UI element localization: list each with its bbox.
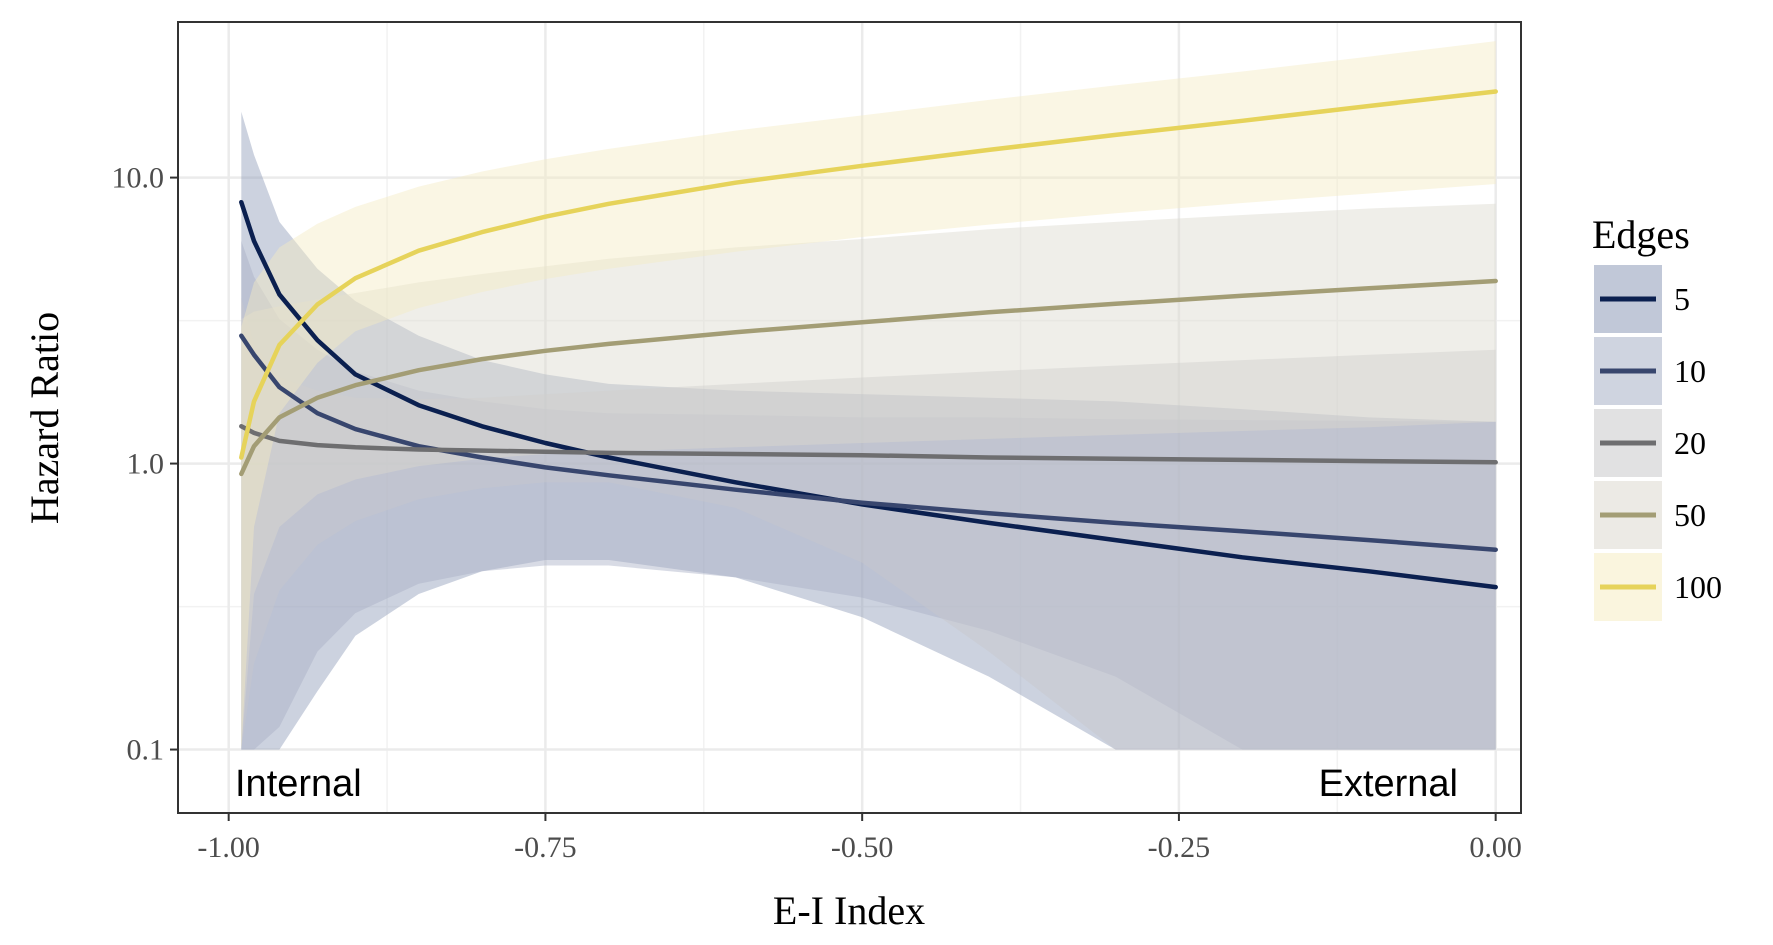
legend-label: 5 (1674, 281, 1690, 317)
series-lines (239, 89, 1498, 590)
band-edges-50 (241, 203, 1496, 750)
legend-label: 10 (1674, 353, 1706, 389)
y-tick-label: 1.0 (127, 448, 165, 481)
legend-label: 100 (1674, 569, 1722, 605)
y-axis-ticks: 0.1 1.0 10.0 (112, 162, 178, 767)
y-tick-label: 10.0 (112, 162, 165, 195)
band-edges-20 (241, 297, 1496, 750)
x-axis-title: E-I Index (773, 888, 925, 933)
x-tick-label: -0.50 (831, 831, 894, 864)
line-edges-100 (239, 89, 1498, 460)
line-edges-20 (239, 424, 1498, 465)
annotation-internal: Internal (235, 763, 362, 805)
line-edges-10 (239, 333, 1498, 552)
legend-label: 50 (1674, 497, 1706, 533)
panel-background (178, 22, 1521, 813)
line-edges-50 (239, 278, 1498, 477)
legend-title: Edges (1592, 212, 1690, 257)
grid-minor (178, 22, 1521, 813)
band-edges-100 (241, 41, 1496, 750)
y-tick-label: 0.1 (127, 734, 165, 767)
x-axis-ticks: -1.00 -0.75 -0.50 -0.25 0.00 (197, 813, 1522, 864)
confidence-bands (241, 41, 1496, 750)
x-tick-label: -1.00 (197, 831, 260, 864)
grid-major (178, 22, 1521, 813)
band-edges-10 (241, 241, 1496, 750)
x-tick-label: -0.25 (1148, 831, 1211, 864)
x-tick-label: -0.75 (514, 831, 577, 864)
panel-border (177, 21, 1522, 814)
legend-label: 20 (1674, 425, 1706, 461)
legend: Edges 5 10 20 50 100 (1592, 212, 1722, 621)
x-tick-label: 0.00 (1469, 831, 1522, 864)
y-axis-title: Hazard Ratio (22, 312, 67, 524)
annotation-external: External (1319, 763, 1458, 805)
band-edges-5 (241, 111, 1496, 750)
